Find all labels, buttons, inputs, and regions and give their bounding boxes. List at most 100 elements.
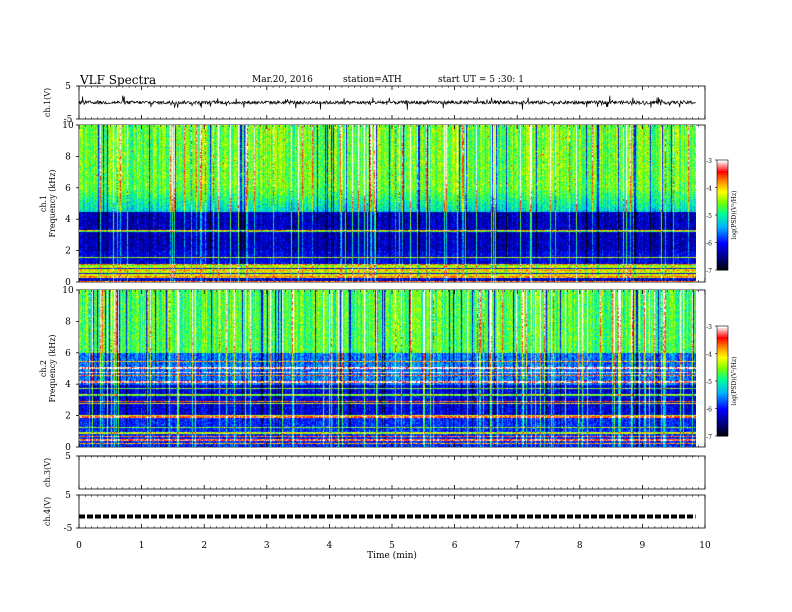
ch4-waveform-frame — [78, 494, 706, 529]
ch2-spectrogram-colorbar-segment — [717, 406, 728, 409]
ch2-spectrogram-colorbar-segment — [717, 377, 728, 380]
ch1-spectrogram-colorbar-segment — [717, 233, 728, 236]
ch1-spectrogram-colorbar-segment — [717, 242, 728, 245]
station-label: station=ATH — [343, 75, 402, 85]
ch2-spectrogram-colorbar-segment — [717, 333, 728, 336]
ch1-waveform-ytick-label: -5 — [64, 115, 73, 125]
ch2-spectrogram-colorbar-segment — [717, 430, 728, 433]
ch1-spectrogram-colorbar-tick-label: -7 — [706, 268, 712, 275]
ch2-spectrogram-colorbar-segment — [717, 414, 728, 417]
ch2-spectrogram-colorbar-segment — [717, 426, 728, 430]
ch1-spectrogram-colorbar-tick-label: -4 — [706, 186, 712, 193]
ch2-spectrogram-colorbar-tick-label: -5 — [706, 379, 712, 386]
ch2-spectrogram-colorbar-segment — [717, 382, 728, 386]
ch2-spectrogram-colorbar-segment — [717, 371, 728, 375]
start-time-label: start UT = 5 :30: 1 — [438, 75, 524, 85]
ch1-spectrogram-colorbar-segment — [717, 204, 728, 207]
ch2-spectrogram-colorbar-segment — [717, 381, 728, 384]
xtick-label: 1 — [139, 541, 145, 551]
ch1-spectrogram-colorbar-segment — [717, 165, 728, 168]
ch1-spectrogram-colorbar-segment — [717, 257, 728, 260]
ch2-spectrogram-colorbar-segment — [717, 370, 728, 373]
ch1-waveform-ylabel: ch.1(V) — [43, 88, 52, 117]
ch1-spectrogram-colorbar-segment — [717, 235, 728, 238]
ch1-spectrogram-colorbar-segment — [717, 187, 728, 190]
ch1-spectrogram-ytick-label: 4 — [65, 215, 71, 225]
ch2-spectrogram-colorbar-segment — [717, 384, 728, 387]
xtick-label: 9 — [640, 541, 646, 551]
ch2-spectrogram-colorbar-segment — [717, 434, 728, 437]
ch2-spectrogram-colorbar-segment — [717, 388, 728, 391]
ch1-spectrogram-colorbar-segment — [717, 207, 728, 210]
ch1-spectrogram-colorbar-segment — [717, 259, 728, 262]
ch2-spectrogram-ytick-label: 6 — [65, 349, 71, 359]
ch1-spectrogram-colorbar-segment — [717, 237, 728, 240]
ch2-spectrogram-colorbar-segment — [717, 373, 728, 376]
ch1-spectrogram-colorbar-segment — [717, 253, 728, 256]
ch2-spectrogram-ytick-label: 0 — [65, 443, 71, 453]
ch1-spectrogram-colorbar-segment — [717, 229, 728, 232]
ch1-spectrogram-colorbar-segment — [717, 196, 728, 199]
ch2-spectrogram-colorbar-segment — [717, 360, 728, 364]
ch1-spectrogram-colorbar-segment — [717, 174, 728, 177]
ch1-spectrogram-colorbar-segment — [717, 266, 728, 269]
ch2-spectrogram-colorbar-segment — [717, 349, 728, 353]
ch2-spectrogram-colorbar-label: log(PSD)(V²/Hz) — [731, 357, 738, 406]
ch1-spectrogram-colorbar-segment — [717, 182, 728, 185]
ch2-spectrogram-colorbar-segment — [717, 386, 728, 389]
ch2-spectrogram-colorbar-segment — [717, 410, 728, 413]
ch2-spectrogram-colorbar-segment — [717, 329, 728, 332]
ch1-spectrogram-colorbar-segment — [717, 262, 728, 265]
ch2-spectrogram-colorbar-segment — [717, 326, 728, 329]
ch1-spectrogram-colorbar-segment — [717, 264, 728, 267]
ch1-spectrogram-colorbar-segment — [717, 161, 728, 165]
x-axis-label: Time (min) — [367, 550, 417, 561]
ch1-spectrogram-colorbar-segment — [717, 227, 728, 231]
ch2-spectrogram-colorbar-segment — [717, 342, 728, 345]
ch2-spectrogram-colorbar-segment — [717, 337, 728, 340]
ch2-spectrogram-colorbar-tick-label: -7 — [706, 434, 712, 441]
ch2-spectrogram-ytick-label: 10 — [62, 286, 74, 296]
ch3-waveform-ytick-label: 5 — [65, 452, 71, 462]
ch1-spectrogram-colorbar-segment — [717, 220, 728, 223]
ch1-spectrogram-colorbar-segment — [717, 249, 728, 253]
ch2-spectrogram-colorbar-segment — [717, 392, 728, 395]
xtick-label: 8 — [577, 541, 583, 551]
ch1-spectrogram-colorbar-segment — [717, 171, 728, 174]
ch1-spectrogram-colorbar-segment — [717, 240, 728, 243]
ch2-spectrogram-colorbar-segment — [717, 428, 728, 431]
ch4-waveform-ytick-label: -5 — [64, 524, 73, 534]
ch1-spectrogram-colorbar-segment — [717, 183, 728, 187]
ch3-waveform-ylabel: ch.3(V) — [43, 458, 52, 487]
ch2-spectrogram-colorbar-segment — [717, 399, 728, 402]
ch1-spectrogram-colorbar-segment — [717, 224, 728, 227]
ch1-spectrogram-colorbar-segment — [717, 211, 728, 214]
ch2-spectrogram-colorbar-tick-label: -3 — [706, 324, 712, 331]
ch1-spectrogram-colorbar-tick-label: -3 — [706, 158, 712, 165]
ch1-spectrogram-colorbar-segment — [717, 238, 728, 242]
ch2-spectrogram-colorbar-tick-label: -4 — [706, 352, 712, 359]
ch3-waveform-frame — [78, 455, 706, 490]
chart-title: VLF Spectra — [80, 73, 157, 87]
ch1-spectrogram-colorbar-segment — [717, 178, 728, 181]
ch2-spectrogram-ytick-label: 4 — [65, 380, 71, 390]
ch1-spectrogram-colorbar-segment — [717, 213, 728, 216]
ch2-spectrogram-colorbar-segment — [717, 395, 728, 398]
ch1-spectrogram-ylabel: Frequency (kHz) — [48, 169, 57, 237]
ch2-spectrogram-ytick-label: 2 — [65, 412, 71, 422]
ch2-spectrogram-colorbar-segment — [717, 393, 728, 397]
xtick-label: 2 — [201, 541, 207, 551]
ch1-spectrogram-colorbar-segment — [717, 218, 728, 221]
date-label: Mar.20, 2016 — [252, 75, 313, 85]
ch1-spectrogram-colorbar-label: log(PSD)(V²/Hz) — [731, 191, 738, 240]
xtick-label: 0 — [76, 541, 82, 551]
ch2-spectrogram-colorbar-tick-label: -6 — [706, 407, 712, 414]
ch1-spectrogram-colorbar-segment — [717, 246, 728, 249]
ch1-spectrogram-colorbar-segment — [717, 185, 728, 188]
ch1-spectrogram-colorbar-segment — [717, 209, 728, 212]
ch2-spectrogram-colorbar-segment — [717, 335, 728, 338]
ch2-spectrogram-colorbar-segment — [717, 327, 728, 331]
ch2-spectrogram-colorbar-segment — [717, 390, 728, 393]
ch2-spectrogram-ylabel: Frequency (kHz) — [48, 334, 57, 402]
